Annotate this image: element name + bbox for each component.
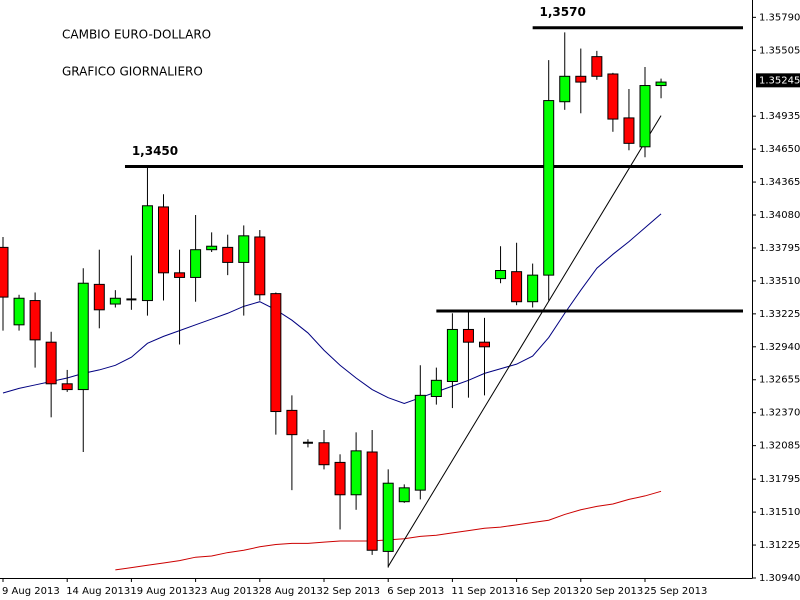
candle-body	[254, 236, 266, 296]
candle-body	[350, 450, 362, 496]
candle-body	[398, 487, 410, 503]
candle-body	[655, 81, 667, 87]
y-tick-label: 1.30940	[759, 573, 800, 584]
last-price-box	[756, 73, 800, 88]
candle-body	[158, 206, 169, 274]
candle-body	[334, 461, 346, 496]
candle-body	[559, 75, 571, 103]
candle-body	[0, 246, 9, 298]
candle-body	[13, 297, 25, 326]
y-tick-label: 1.31510	[759, 507, 800, 518]
candle-body	[414, 394, 426, 491]
y-tick-label: 1.34935	[759, 111, 800, 122]
x-tick-label: 20 Sep 2013	[580, 586, 643, 597]
y-tick-label: 1.31795	[759, 474, 800, 485]
y-tick-label: 1.33225	[759, 309, 800, 320]
x-tick-label: 28 Aug 2013	[259, 586, 323, 597]
y-tick-label: 1.35505	[759, 45, 800, 56]
candle-body	[286, 409, 298, 436]
candle-body	[462, 328, 474, 343]
candle-body	[238, 235, 250, 263]
candle-body	[190, 249, 202, 278]
candle-body	[446, 328, 458, 382]
level-label: 1,3570	[539, 5, 585, 19]
candle-body	[382, 482, 394, 552]
moving-average	[2, 213, 662, 404]
candle-body	[270, 293, 282, 413]
last-price-label: 1.35245	[759, 75, 800, 86]
y-tick-label: 1.33795	[759, 243, 800, 254]
candle-body	[174, 272, 186, 278]
candle-body	[141, 205, 153, 302]
candle-body	[222, 246, 234, 263]
y-tick-label: 1.33510	[759, 276, 800, 287]
y-tick-label: 1.32085	[759, 441, 800, 452]
y-tick-label: 1.34080	[759, 210, 800, 221]
candle-body	[430, 379, 442, 398]
candle-body	[206, 245, 218, 251]
candle-body	[109, 297, 121, 305]
candle-body	[366, 451, 378, 551]
candle-body	[495, 270, 507, 280]
x-tick-label: 6 Sep 2013	[387, 586, 444, 597]
candle-body	[61, 383, 73, 391]
x-tick-label: 14 Aug 2013	[66, 586, 130, 597]
candle-body	[607, 73, 619, 120]
x-tick-label: 16 Sep 2013	[516, 586, 579, 597]
x-tick-label: 9 Aug 2013	[2, 586, 60, 597]
chart-subtitle: GRAFICO GIORNALIERO	[62, 65, 203, 79]
candle-body	[511, 271, 523, 303]
x-tick-label: 25 Sep 2013	[644, 586, 707, 597]
chart-title: CAMBIO EURO-DOLLARO	[62, 28, 211, 42]
y-tick-label: 1.31225	[759, 540, 800, 551]
y-tick-label: 1.32370	[759, 408, 800, 419]
trend-line	[387, 115, 662, 567]
x-tick-label: 2 Sep 2013	[323, 586, 380, 597]
level-label: 1,3450	[132, 144, 178, 158]
y-tick-label: 1.35790	[759, 12, 800, 23]
candle-body	[527, 274, 539, 303]
candle-body	[479, 341, 490, 348]
candle-body	[77, 282, 89, 391]
y-tick-label: 1.34650	[759, 144, 800, 155]
candle-body	[591, 56, 603, 77]
y-tick-label: 1.32655	[759, 375, 800, 386]
candle-body	[29, 300, 41, 341]
candle-body	[543, 100, 555, 276]
y-tick-label: 1.34365	[759, 177, 800, 188]
x-tick-label: 23 Aug 2013	[195, 586, 259, 597]
y-tick-label: 1.32940	[759, 342, 800, 353]
candle-body	[575, 75, 587, 83]
x-tick-label: 11 Sep 2013	[451, 586, 514, 597]
x-tick-label: 19 Aug 2013	[130, 586, 194, 597]
candle-body	[318, 442, 330, 466]
candle-body	[45, 341, 57, 385]
candle-body	[639, 85, 651, 148]
candle-body	[93, 283, 105, 311]
candle-body	[623, 117, 635, 144]
